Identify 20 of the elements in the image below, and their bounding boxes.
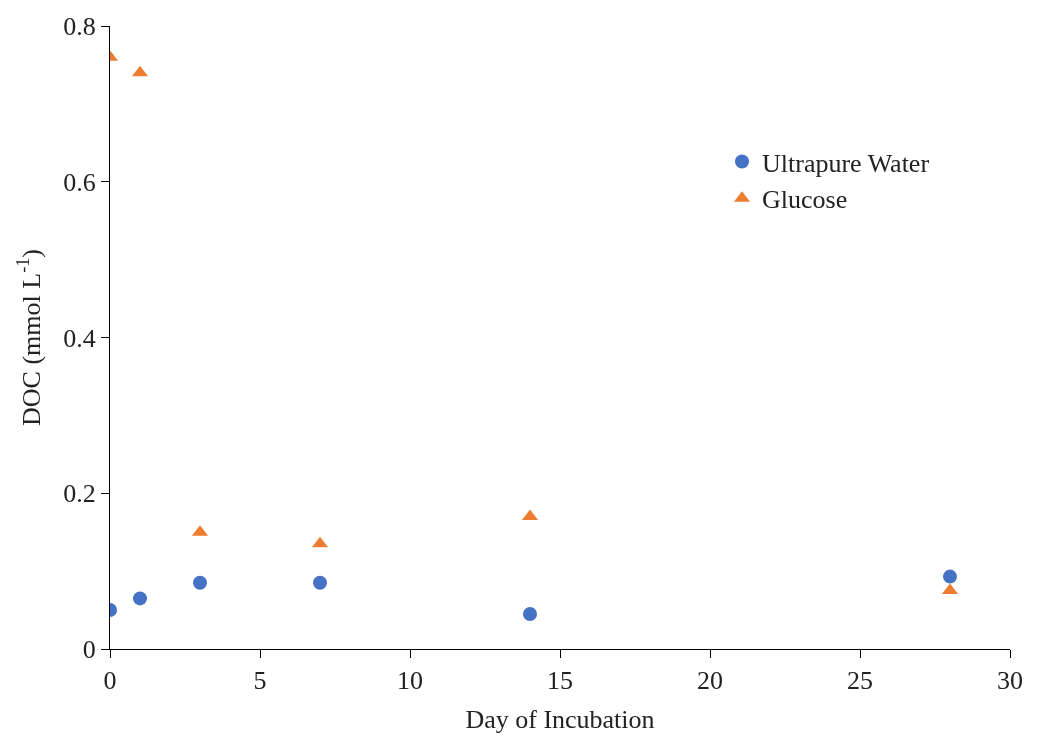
y-tick-label: 0.8 — [63, 12, 96, 42]
point — [313, 575, 327, 590]
y-tick-label: 0.2 — [63, 479, 96, 509]
x-tick-label: 0 — [103, 666, 117, 696]
y-tick-label: 0.6 — [63, 167, 96, 197]
point — [943, 569, 957, 584]
point — [133, 591, 147, 606]
x-tick-label: 10 — [397, 666, 423, 696]
x-axis-title: Day of Incubation — [465, 704, 655, 734]
legend-label: Ultrapure Water — [762, 148, 930, 178]
x-tick-label: 5 — [253, 666, 267, 696]
point — [523, 606, 537, 621]
x-tick-label: 30 — [997, 666, 1023, 696]
x-tick-label: 20 — [697, 666, 723, 696]
point — [193, 575, 207, 590]
x-tick-label: 15 — [547, 666, 573, 696]
y-tick-label: 0.4 — [63, 323, 96, 353]
y-tick-label: 0 — [82, 635, 96, 665]
x-tick-label: 25 — [847, 666, 873, 696]
legend-label: Glucose — [762, 185, 848, 215]
